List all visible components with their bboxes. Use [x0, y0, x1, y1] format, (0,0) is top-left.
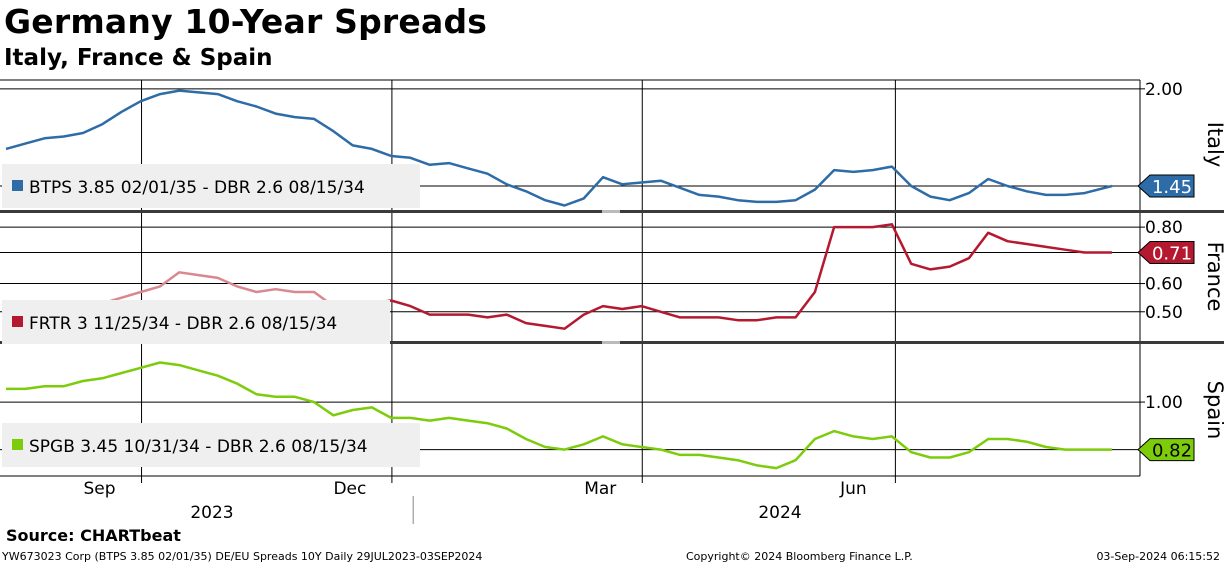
france-series-line: [352, 223, 1112, 330]
month-tick-label: Dec: [333, 479, 366, 499]
month-tick-label: Mar: [584, 479, 616, 499]
chart-title: Germany 10-Year Spreads: [4, 2, 488, 41]
spain-legend-label: SPGB 3.45 10/31/34 - DBR 2.6 08/15/34: [29, 437, 368, 457]
spain-last-value-tag: [1137, 438, 1195, 462]
spain-legend-swatch: [12, 439, 23, 450]
source-note: Source: CHARTbeat: [6, 526, 181, 545]
month-tick-label: Sep: [84, 479, 116, 499]
year-tick-label: 2023: [190, 503, 233, 523]
italy-series-line: [5, 89, 1113, 207]
spain-last-value-label: 0.82: [1152, 441, 1192, 462]
chart-subtitle: Italy, France & Spain: [4, 45, 273, 71]
france-tick-label: 0.50: [1145, 303, 1183, 323]
france-tick-label: 0.80: [1145, 218, 1183, 238]
year-tick-label: 2024: [758, 503, 801, 523]
italy-legend-label: BTPS 3.85 02/01/35 - DBR 2.6 08/15/34: [29, 178, 365, 198]
france-axis-label: France: [1203, 242, 1224, 312]
italy-last-value-tag: [1137, 174, 1195, 198]
italy-france-separator-handle: [602, 210, 620, 213]
spain-series-line: [6, 361, 1112, 470]
france-last-value-label: 0.71: [1152, 244, 1192, 265]
france-spain-separator-handle: [602, 341, 620, 344]
spain-tick-label: 1.00: [1145, 393, 1183, 413]
italy-axis-label: Italy: [1203, 122, 1224, 168]
france-legend-label: FRTR 3 11/25/34 - DBR 2.6 08/15/34: [29, 314, 337, 334]
italy-legend-swatch: [12, 180, 23, 191]
spain-axis-label: Spain: [1203, 381, 1224, 440]
italy-tick-label: 2.00: [1145, 80, 1183, 100]
france-tick-label: 0.60: [1145, 275, 1183, 295]
spain-legend-box: [2, 423, 420, 467]
france-legend-box: [2, 300, 390, 344]
month-tick-label: Jun: [839, 479, 867, 499]
france-legend-swatch: [12, 316, 23, 327]
italy-legend-box: [2, 164, 420, 208]
france-last-value-tag: [1137, 241, 1195, 265]
footer-copyright: Copyright© 2024 Bloomberg Finance L.P.: [686, 550, 913, 563]
italy-last-value-label: 1.45: [1152, 177, 1192, 198]
footer-ticker: YW673023 Corp (BTPS 3.85 02/01/35) DE/EU…: [2, 550, 483, 563]
footer-timestamp: 03-Sep-2024 06:15:52: [1096, 550, 1220, 563]
